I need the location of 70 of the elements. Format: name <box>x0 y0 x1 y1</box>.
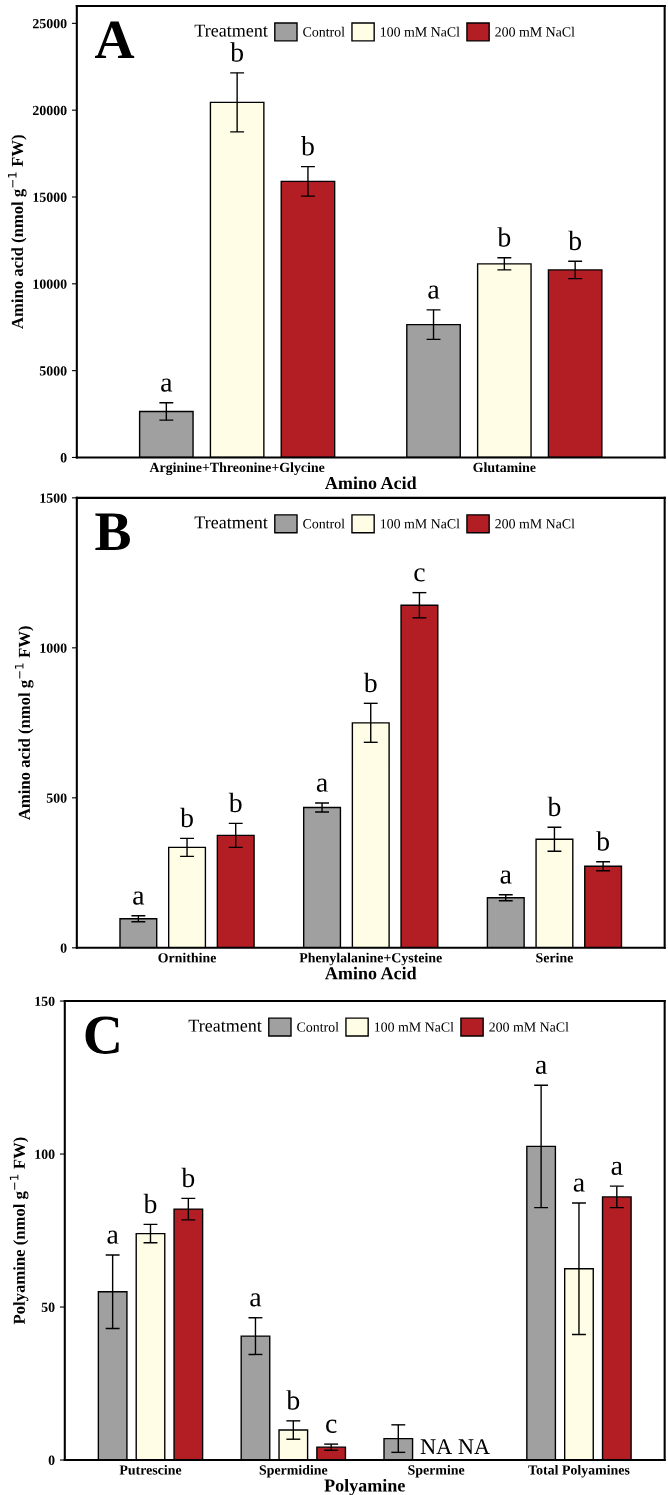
y-tick-label: 25000 <box>32 18 67 29</box>
x-tick-label: Glutamine <box>473 462 536 473</box>
y-tick-label: 1000 <box>40 643 67 653</box>
data-label: a <box>107 1230 119 1244</box>
y-tick-label: 10000 <box>33 279 67 289</box>
data-label: c <box>414 568 425 582</box>
data-label: b <box>228 792 242 813</box>
x-axis-title: Polyamine <box>324 1478 405 1495</box>
data-label: a <box>573 1178 585 1192</box>
x-tick-label: Spermine <box>408 1464 465 1478</box>
x-tick-label: Phenylalanine+Cysteine <box>299 952 442 966</box>
data-label: b <box>286 1390 300 1410</box>
legend-label: 200 mM NaCl <box>495 518 575 529</box>
data-label: b <box>230 42 244 62</box>
chart-title: C <box>85 1016 119 1054</box>
legend-title: Treatment <box>194 24 268 37</box>
legend-label: 100 mM NaCl <box>380 26 460 37</box>
legend-label: Control <box>303 26 345 37</box>
y-tick-label: 20000 <box>32 105 67 116</box>
y-tick-label: 5000 <box>39 366 67 376</box>
legend-label: 200 mM NaCl <box>489 1021 569 1032</box>
y-tick-label: 1500 <box>40 493 67 503</box>
data-label: a <box>611 1161 623 1176</box>
data-label: a <box>133 891 145 905</box>
chart-title: A <box>95 21 135 59</box>
data-label: b <box>568 230 582 251</box>
y-tick-label: 0 <box>60 943 67 953</box>
y-tick-label: 100 <box>35 1149 55 1159</box>
x-tick-label: Spermidine <box>259 1464 328 1478</box>
legend-title: Treatment <box>194 516 268 529</box>
y-tick-label: 150 <box>35 996 55 1007</box>
x-tick-label: Putrescine <box>119 1464 182 1475</box>
x-tick-label: Arginine+Threonine+Glycine <box>149 462 325 476</box>
x-tick-label: Serine <box>536 952 573 963</box>
chart-title: B <box>95 513 130 551</box>
data-label: a <box>161 378 173 392</box>
legend-label: 100 mM NaCl <box>380 518 460 529</box>
data-label: a <box>428 285 440 299</box>
x-axis-title: Amino Acid <box>325 476 417 490</box>
y-axis-title: Amino acid (nmol g$^{−1}$ FW) <box>7 135 27 329</box>
y-axis-title: Amino acid (nmol g$^{−1}$ FW) <box>14 626 34 820</box>
y-tick-label: 15000 <box>33 192 67 202</box>
text: NA <box>458 1439 490 1454</box>
data-label: b <box>363 672 377 693</box>
legend-label: Control <box>297 1021 339 1032</box>
data-label: b <box>301 136 314 156</box>
data-label: b <box>180 807 193 828</box>
data-label: a <box>250 1293 262 1307</box>
x-axis-title: Amino Acid <box>325 966 417 980</box>
data-label: a <box>316 778 328 792</box>
legend-title: Treatment <box>188 1019 262 1032</box>
legend-label: Control <box>303 518 345 529</box>
data-label: b <box>497 227 511 247</box>
legend-label: 200 mM NaCl <box>495 26 575 37</box>
legend-label: 100 mM NaCl <box>374 1021 454 1032</box>
y-tick-label: 50 <box>41 1302 55 1312</box>
x-tick-label: Total Polyamines <box>528 1464 630 1478</box>
y-tick-label: 0 <box>60 453 67 463</box>
data-label: b <box>181 1167 195 1188</box>
y-axis-title: Polyamine (nmol g$^{−1}$ FW) <box>9 1137 29 1325</box>
data-label: c <box>326 1419 337 1433</box>
data-label: a <box>535 1060 547 1075</box>
x-tick-label: Ornithine <box>158 952 217 963</box>
y-tick-label: 500 <box>46 793 67 803</box>
data-label: b <box>143 1193 157 1214</box>
text: NA <box>420 1439 453 1454</box>
y-tick-label: 0 <box>48 1455 55 1465</box>
data-label: a <box>500 870 512 884</box>
data-label: b <box>547 796 561 817</box>
data-label: b <box>596 831 610 851</box>
